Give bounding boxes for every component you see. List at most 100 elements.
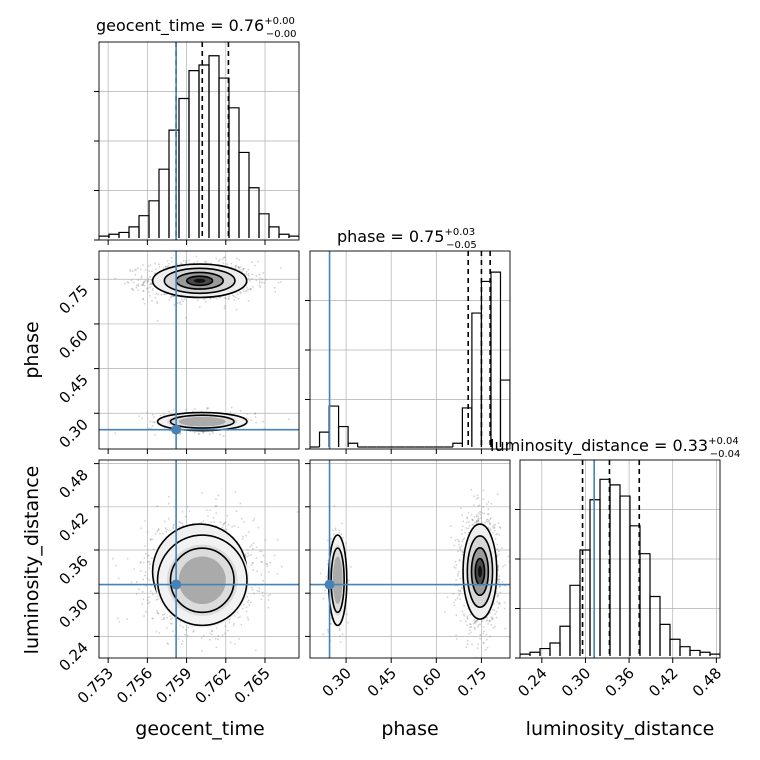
sample-point [473, 618, 476, 621]
sample-point [147, 287, 150, 289]
sample-point [482, 626, 485, 628]
sample-point [466, 616, 469, 619]
sample-point [474, 621, 476, 623]
sample-point [169, 622, 172, 625]
sample-point [453, 604, 456, 607]
sample-point [490, 616, 493, 619]
sample-point [246, 413, 249, 415]
sample-point [146, 577, 149, 580]
contour-line [470, 547, 490, 597]
sample-point [470, 623, 472, 626]
sample-point [276, 573, 279, 575]
sample-point [237, 617, 240, 619]
sample-point [245, 286, 248, 289]
sample-point [221, 258, 224, 260]
sample-point [150, 557, 153, 559]
sample-point [184, 259, 187, 262]
histogram-bar [328, 405, 340, 447]
sample-point [214, 637, 217, 640]
sample-point [487, 513, 490, 516]
sample-point [322, 633, 325, 636]
sample-point [503, 601, 506, 604]
sample-point [458, 559, 461, 562]
sample-point [197, 433, 200, 435]
panel-frame [98, 41, 300, 241]
sample-point [477, 625, 479, 628]
sample-point [185, 260, 188, 263]
sample-point [141, 603, 144, 605]
sample-point [488, 620, 491, 623]
sample-point [477, 505, 480, 507]
sample-point [147, 265, 150, 268]
sample-point [160, 293, 163, 296]
sample-point [234, 491, 237, 493]
sample-point [153, 421, 156, 424]
sample-point [135, 269, 137, 271]
sample-point [497, 578, 500, 580]
sample-point [487, 526, 490, 529]
sample-point [208, 433, 211, 436]
sample-point [496, 532, 499, 535]
sample-point [238, 616, 241, 618]
panel-luminosity-distance-vs-phase [305, 459, 511, 663]
sample-point [477, 520, 480, 522]
density-level [193, 278, 206, 283]
sample-point [221, 526, 224, 529]
y-tick-label: 0.24 [55, 639, 91, 675]
sample-point [247, 272, 250, 275]
histogram-bar [218, 77, 230, 238]
sample-point [476, 497, 478, 500]
sample-point [462, 538, 465, 541]
sample-point [296, 511, 299, 513]
sample-point [334, 529, 337, 531]
y-tick-label: 0.60 [55, 326, 91, 362]
sample-point [466, 615, 469, 618]
histogram-bar [549, 642, 561, 656]
sample-point [234, 615, 236, 617]
sample-point [461, 551, 464, 553]
sample-point [251, 562, 254, 564]
sample-point [245, 610, 248, 613]
sample-point [147, 278, 150, 280]
sample-point [127, 281, 130, 284]
sample-point [181, 511, 184, 513]
y-axis-label-phase: phase [21, 321, 43, 378]
sample-point [166, 642, 169, 644]
sample-point [458, 546, 461, 548]
sample-point [479, 513, 482, 516]
sample-point [504, 585, 506, 587]
sample-point [201, 649, 203, 652]
sample-point [254, 264, 256, 267]
sample-point [152, 416, 155, 419]
sample-point [457, 570, 460, 573]
sample-point [498, 575, 501, 578]
sample-point [263, 281, 266, 284]
sample-point [129, 270, 132, 273]
sample-point [163, 613, 166, 616]
title-phase-plus: +0.03 [444, 227, 475, 238]
sample-point [472, 524, 475, 527]
panel-frame [309, 250, 511, 450]
histogram-bar [520, 653, 531, 656]
sample-point [466, 516, 468, 518]
contour-line [185, 275, 214, 287]
sample-point [487, 622, 489, 625]
sample-point [148, 567, 151, 569]
sample-point [167, 265, 170, 267]
sample-point [150, 282, 153, 284]
sample-point [138, 415, 140, 418]
sample-point [124, 282, 126, 285]
sample-point [168, 298, 171, 301]
sample-point [501, 581, 504, 583]
sample-point [350, 566, 352, 568]
sample-point [261, 561, 263, 564]
sample-point [268, 571, 270, 573]
sample-point [260, 573, 263, 576]
sample-point [188, 259, 190, 262]
y-tick-label: 0.30 [55, 595, 91, 631]
sample-point [202, 520, 205, 522]
title-geocent-time-plus: +0.00 [264, 16, 295, 27]
sample-point [497, 566, 500, 569]
histogram-bar [709, 653, 720, 656]
sample-point [247, 268, 250, 271]
